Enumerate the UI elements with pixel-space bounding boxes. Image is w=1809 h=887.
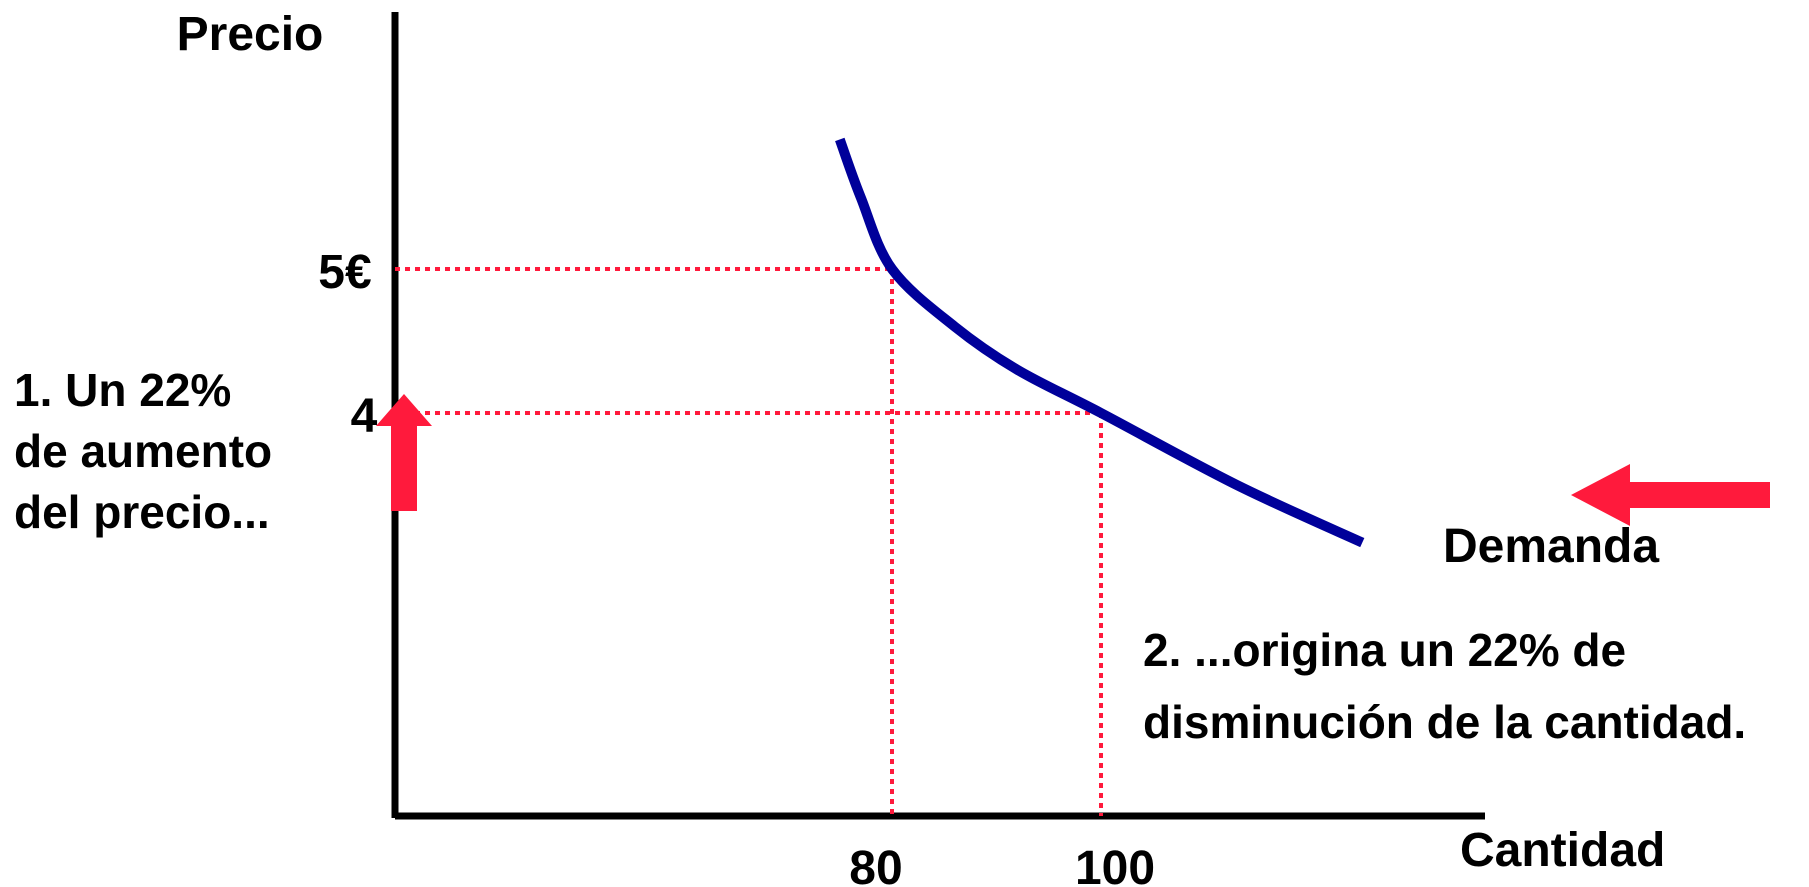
y-tick-label-5: 5€ <box>318 246 371 299</box>
annotation-right-line: 2. ...origina un 22% de <box>1143 624 1626 676</box>
demand-curve <box>835 137 1365 548</box>
y-tick-label-4: 4 <box>351 390 378 443</box>
annotation-right-line: disminución de la cantidad. <box>1143 696 1746 748</box>
annotation-left-line: 1. Un 22% <box>14 364 231 416</box>
x-axis-title: Cantidad <box>1460 824 1665 877</box>
series-label-demanda: Demanda <box>1443 520 1659 573</box>
annotation-left-line: del precio... <box>14 486 270 538</box>
left-arrow-icon <box>1571 464 1770 526</box>
y-axis-title: Precio <box>177 8 324 61</box>
annotation-left: 1. Un 22% de aumento del precio... <box>14 364 285 538</box>
annotation-left-line: de aumento <box>14 425 272 477</box>
guide-lines <box>395 267 1103 816</box>
annotation-right: 2. ...origina un 22% de disminución de l… <box>1143 624 1746 748</box>
x-tick-label-80: 80 <box>849 842 902 887</box>
up-arrow-icon <box>376 394 432 511</box>
x-tick-label-100: 100 <box>1075 842 1155 887</box>
